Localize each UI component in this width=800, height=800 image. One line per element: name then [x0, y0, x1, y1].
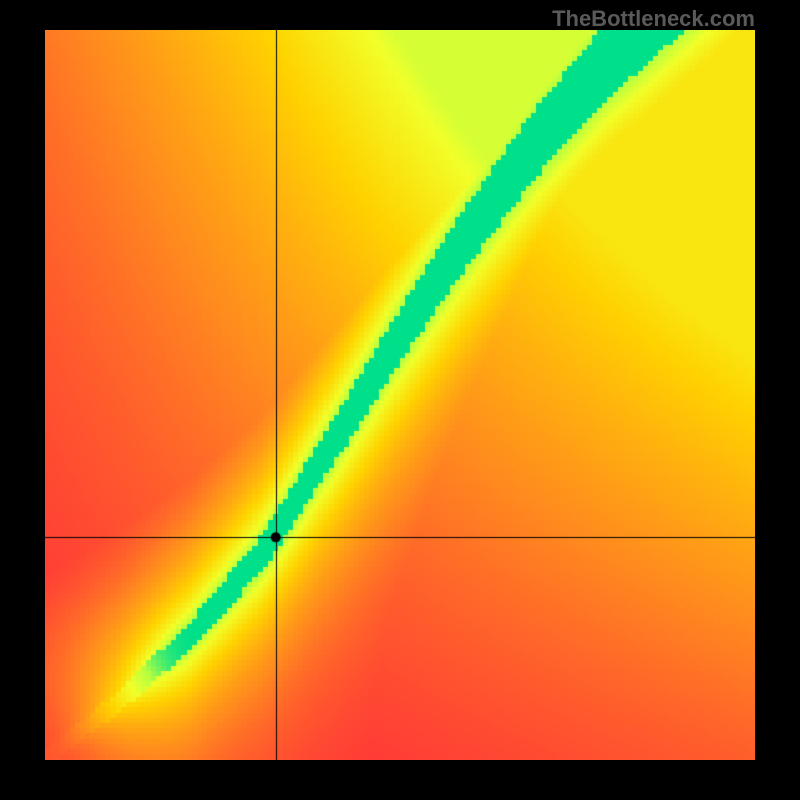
bottleneck-heatmap [45, 30, 755, 760]
chart-container: TheBottleneck.com [0, 0, 800, 800]
watermark-text: TheBottleneck.com [552, 6, 755, 32]
